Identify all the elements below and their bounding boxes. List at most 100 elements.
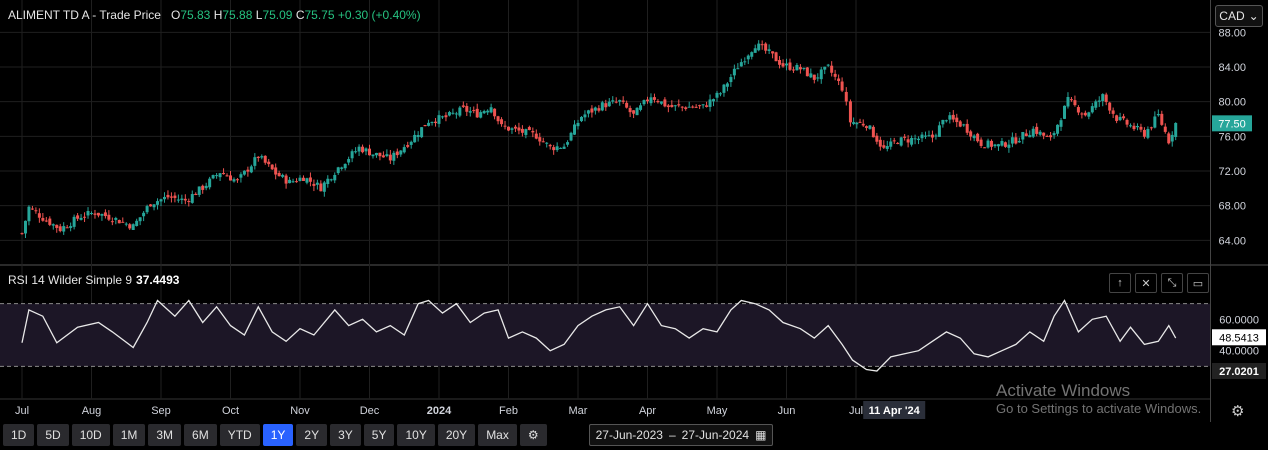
candle bbox=[1118, 112, 1122, 122]
rsi-pane bbox=[0, 299, 1210, 372]
close-value: 75.75 bbox=[304, 8, 335, 22]
candle bbox=[493, 108, 497, 120]
candle bbox=[809, 68, 813, 79]
candle bbox=[447, 110, 451, 117]
price-y-tick: 80.00 bbox=[1218, 97, 1246, 109]
last-price-label: 77.50 bbox=[1218, 118, 1246, 130]
timeframe-button-ytd[interactable]: YTD bbox=[219, 424, 260, 446]
candle bbox=[420, 127, 424, 139]
candle bbox=[819, 66, 823, 84]
candle bbox=[646, 96, 649, 104]
candle bbox=[1021, 131, 1025, 144]
candle bbox=[951, 110, 955, 123]
candle bbox=[802, 67, 806, 71]
timeframe-button-5y[interactable]: 5Y bbox=[363, 424, 395, 446]
timeframe-button-3y[interactable]: 3Y bbox=[330, 424, 361, 446]
candle bbox=[392, 150, 396, 165]
candle bbox=[826, 63, 830, 67]
candle bbox=[440, 115, 444, 119]
candle bbox=[684, 106, 688, 111]
candle bbox=[924, 131, 927, 139]
candle bbox=[1010, 132, 1014, 148]
candle bbox=[593, 106, 597, 115]
date-range-picker[interactable]: 27-Jun-2023 – 27-Jun-2024 ▦ bbox=[589, 424, 773, 446]
candle bbox=[444, 112, 448, 122]
candle bbox=[263, 155, 267, 165]
candle bbox=[354, 147, 358, 154]
candle bbox=[482, 109, 486, 115]
timeframe-button-10d[interactable]: 10D bbox=[71, 424, 110, 446]
timeframe-settings-icon[interactable]: ⚙ bbox=[519, 424, 547, 446]
candle bbox=[486, 109, 490, 115]
candle bbox=[1094, 99, 1098, 110]
candle bbox=[208, 176, 212, 190]
candle bbox=[1069, 96, 1073, 102]
candle bbox=[642, 99, 646, 106]
candle bbox=[725, 82, 729, 92]
candle bbox=[361, 144, 365, 154]
candle bbox=[145, 204, 149, 215]
candle bbox=[937, 121, 941, 137]
candle bbox=[632, 110, 636, 119]
candle bbox=[538, 132, 542, 146]
arrow-up-icon[interactable]: ↑ bbox=[1109, 273, 1131, 293]
timeframe-button-20y[interactable]: 20Y bbox=[437, 424, 476, 446]
candle bbox=[969, 129, 973, 141]
candle bbox=[319, 180, 323, 192]
x-tick-label: 2024 bbox=[427, 405, 452, 417]
candle bbox=[1156, 109, 1160, 117]
candle bbox=[597, 105, 601, 113]
candle bbox=[670, 100, 674, 108]
timeframe-button-5d[interactable]: 5D bbox=[37, 424, 69, 446]
timeframe-button-10y[interactable]: 10Y bbox=[397, 424, 435, 446]
timeframe-button-3m[interactable]: 3M bbox=[148, 424, 182, 446]
candle bbox=[1090, 102, 1094, 114]
close-icon[interactable]: ✕ bbox=[1135, 273, 1157, 293]
candle bbox=[774, 51, 778, 62]
candle bbox=[357, 144, 361, 156]
candle bbox=[1014, 133, 1018, 145]
restore-icon[interactable]: ▭ bbox=[1187, 273, 1209, 293]
candle bbox=[858, 118, 862, 123]
candle bbox=[1049, 131, 1053, 141]
candle bbox=[586, 109, 590, 118]
candle bbox=[138, 217, 142, 226]
x-tick-label: Feb bbox=[499, 405, 518, 417]
candle bbox=[875, 132, 879, 145]
candle bbox=[694, 104, 698, 109]
candle bbox=[371, 154, 375, 159]
candle bbox=[166, 190, 170, 200]
timeframe-button-1y[interactable]: 1Y bbox=[262, 424, 294, 446]
candle bbox=[687, 101, 691, 108]
candle bbox=[149, 203, 153, 207]
timeframe-button-max[interactable]: Max bbox=[478, 424, 517, 446]
candle bbox=[1087, 111, 1091, 120]
timeframe-button-1d[interactable]: 1D bbox=[3, 424, 35, 446]
candle bbox=[941, 119, 945, 128]
candle bbox=[1104, 92, 1108, 106]
candle bbox=[712, 98, 716, 107]
candle bbox=[934, 133, 938, 140]
candle bbox=[791, 66, 795, 73]
candle bbox=[868, 124, 872, 130]
candle bbox=[833, 69, 837, 81]
collapse-icon[interactable]: ⤡ bbox=[1161, 273, 1183, 293]
candle bbox=[100, 213, 104, 221]
candle bbox=[103, 209, 107, 219]
candle bbox=[301, 175, 305, 181]
candle bbox=[90, 211, 93, 215]
candle bbox=[169, 192, 173, 203]
candle bbox=[235, 178, 239, 183]
timeframe-button-6m[interactable]: 6M bbox=[184, 424, 217, 446]
candle bbox=[76, 213, 80, 221]
candle bbox=[51, 223, 55, 230]
candle bbox=[69, 222, 73, 232]
timeframe-button-1m[interactable]: 1M bbox=[112, 424, 146, 446]
candle bbox=[395, 148, 399, 159]
timeframe-button-2y[interactable]: 2Y bbox=[296, 424, 328, 446]
gear-icon[interactable]: ⚙ bbox=[1231, 403, 1245, 420]
currency-label: CAD bbox=[1219, 9, 1245, 23]
candle bbox=[23, 220, 27, 239]
currency-select[interactable]: CAD ⌄ bbox=[1215, 5, 1263, 27]
